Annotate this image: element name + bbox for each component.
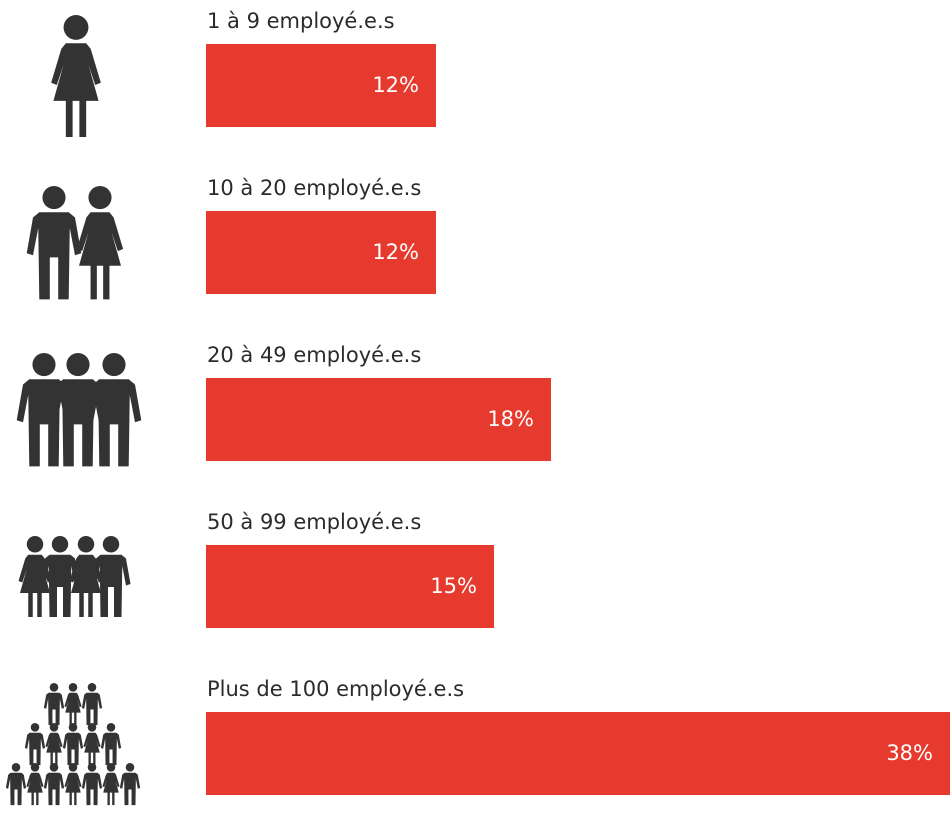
crowd-icon: [0, 675, 160, 835]
chart-row: 50 à 99 employé.e.s 15%: [0, 508, 950, 668]
category-label: Plus de 100 employé.e.s: [207, 677, 465, 701]
category-label: 50 à 99 employé.e.s: [207, 510, 422, 534]
single-person-icon: [0, 7, 160, 167]
data-label: 15%: [430, 574, 477, 598]
bar: [206, 211, 436, 294]
chart-row: 1 à 9 employé.e.s 12%: [0, 7, 950, 167]
category-label: 20 à 49 employé.e.s: [207, 343, 422, 367]
bar: [206, 378, 551, 461]
four-people-icon: [0, 508, 160, 668]
data-label: 18%: [487, 407, 534, 431]
bar: [206, 712, 950, 795]
data-label: 12%: [372, 73, 419, 97]
three-people-icon: [0, 341, 160, 501]
category-label: 1 à 9 employé.e.s: [207, 9, 395, 33]
chart-row: Plus de 100 employé.e.s 38%: [0, 675, 950, 835]
data-label: 12%: [372, 240, 419, 264]
two-people-icon: [0, 174, 160, 334]
bar: [206, 44, 436, 127]
bar: [206, 545, 494, 628]
chart-row: 20 à 49 employé.e.s 18%: [0, 341, 950, 501]
data-label: 38%: [886, 741, 933, 765]
category-label: 10 à 20 employé.e.s: [207, 176, 422, 200]
chart-row: 10 à 20 employé.e.s 12%: [0, 174, 950, 334]
